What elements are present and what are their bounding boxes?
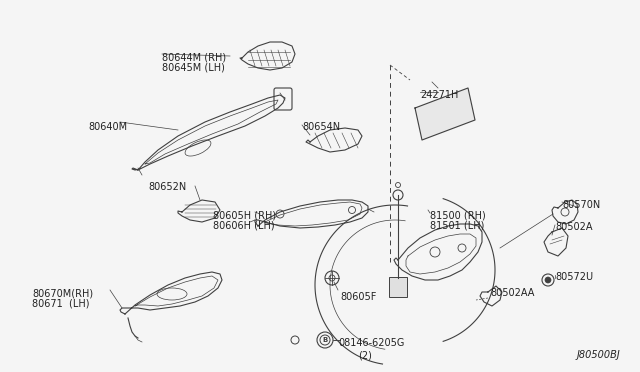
Text: 80670M(RH): 80670M(RH) — [32, 288, 93, 298]
Text: 80640M: 80640M — [88, 122, 127, 132]
Text: 80570N: 80570N — [562, 200, 600, 210]
Text: 80572U: 80572U — [555, 272, 593, 282]
Text: 80605H (RH): 80605H (RH) — [213, 210, 276, 220]
Text: 81500 (RH): 81500 (RH) — [430, 210, 486, 220]
Text: 80652N: 80652N — [148, 182, 186, 192]
Text: 24271H: 24271H — [420, 90, 458, 100]
Text: 81501 (LH): 81501 (LH) — [430, 220, 484, 230]
Text: 08146-6205G: 08146-6205G — [338, 338, 404, 348]
Circle shape — [545, 277, 551, 283]
Text: 80606H (LH): 80606H (LH) — [213, 220, 275, 230]
Text: 80654N: 80654N — [302, 122, 340, 132]
Text: 80605F: 80605F — [340, 292, 376, 302]
Polygon shape — [415, 88, 475, 140]
Text: 80671  (LH): 80671 (LH) — [32, 298, 90, 308]
Text: J80500BJ: J80500BJ — [576, 350, 620, 360]
Text: 80502AA: 80502AA — [490, 288, 534, 298]
Text: 80645M (LH): 80645M (LH) — [162, 62, 225, 72]
Text: 80502A: 80502A — [555, 222, 593, 232]
Text: B: B — [323, 337, 328, 343]
Text: (2): (2) — [358, 350, 372, 360]
FancyBboxPatch shape — [389, 277, 407, 297]
Text: 80644M (RH): 80644M (RH) — [162, 52, 226, 62]
